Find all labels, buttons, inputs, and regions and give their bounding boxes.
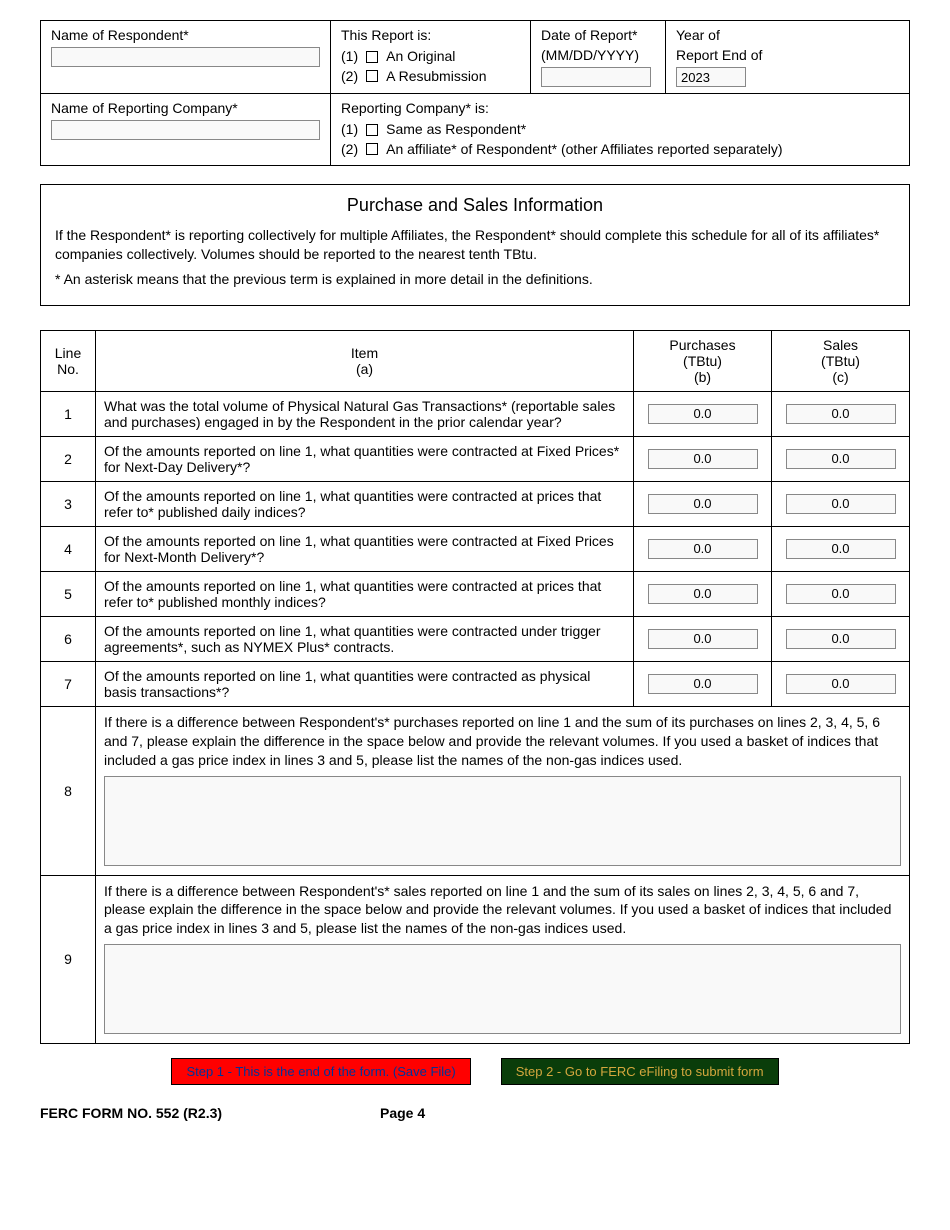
report-opt2-label: A Resubmission <box>386 67 486 87</box>
sales-input[interactable] <box>786 629 896 649</box>
section-para1: If the Respondent* is reporting collecti… <box>55 226 895 264</box>
report-original-checkbox[interactable] <box>366 51 378 63</box>
report-opt1-label: An Original <box>386 47 455 67</box>
section-para2: * An asterisk means that the previous te… <box>55 270 895 289</box>
title-section: Purchase and Sales Information If the Re… <box>40 184 910 306</box>
table-row: 1What was the total volume of Physical N… <box>41 391 910 436</box>
line-no: 8 <box>41 706 96 875</box>
company-opt1-label: Same as Respondent* <box>386 120 526 140</box>
report-opt1-prefix: (1) <box>341 47 358 67</box>
row9-text: If there is a difference between Respond… <box>104 882 901 939</box>
header-box: Name of Respondent* This Report is: (1) … <box>40 20 910 166</box>
date-label: Date of Report* <box>541 27 655 43</box>
line-no: 9 <box>41 875 96 1044</box>
item-text: Of the amounts reported on line 1, what … <box>96 661 634 706</box>
company-opt2-prefix: (2) <box>341 140 358 160</box>
purchases-input[interactable] <box>648 404 758 424</box>
sales-input[interactable] <box>786 674 896 694</box>
purchases-input[interactable] <box>648 539 758 559</box>
company-is-label: Reporting Company* is: <box>341 100 899 116</box>
date-sub: (MM/DD/YYYY) <box>541 47 655 63</box>
th-purchases: Purchases (TBtu) (b) <box>634 330 772 391</box>
item-text: Of the amounts reported on line 1, what … <box>96 526 634 571</box>
table-row: 3Of the amounts reported on line 1, what… <box>41 481 910 526</box>
table-row: 5Of the amounts reported on line 1, what… <box>41 571 910 616</box>
table-row: 4Of the amounts reported on line 1, what… <box>41 526 910 571</box>
row8-textarea[interactable] <box>104 776 901 866</box>
respondent-label: Name of Respondent* <box>51 27 320 43</box>
table-row: 9If there is a difference between Respon… <box>41 875 910 1044</box>
sales-input[interactable] <box>786 539 896 559</box>
line-no: 2 <box>41 436 96 481</box>
table-row: 7Of the amounts reported on line 1, what… <box>41 661 910 706</box>
company-input[interactable] <box>51 120 320 140</box>
year-sub: Report End of <box>676 47 899 63</box>
company-same-checkbox[interactable] <box>366 124 378 136</box>
form-number: FERC FORM NO. 552 (R2.3) <box>40 1105 380 1121</box>
table-row: 8If there is a difference between Respon… <box>41 706 910 875</box>
item-text: Of the amounts reported on line 1, what … <box>96 571 634 616</box>
step1-save-button[interactable]: Step 1 - This is the end of the form. (S… <box>171 1058 470 1085</box>
row9-textarea[interactable] <box>104 944 901 1034</box>
sales-input[interactable] <box>786 449 896 469</box>
item-text: Of the amounts reported on line 1, what … <box>96 616 634 661</box>
line-no: 5 <box>41 571 96 616</box>
section-heading: Purchase and Sales Information <box>55 195 895 216</box>
table-row: 6Of the amounts reported on line 1, what… <box>41 616 910 661</box>
button-row: Step 1 - This is the end of the form. (S… <box>40 1058 910 1085</box>
sales-input[interactable] <box>786 584 896 604</box>
item-text: Of the amounts reported on line 1, what … <box>96 436 634 481</box>
page-number: Page 4 <box>380 1105 425 1121</box>
purchases-input[interactable] <box>648 629 758 649</box>
step2-efiling-button[interactable]: Step 2 - Go to FERC eFiling to submit fo… <box>501 1058 779 1085</box>
item-text: What was the total volume of Physical Na… <box>96 391 634 436</box>
footer: FERC FORM NO. 552 (R2.3) Page 4 <box>40 1105 910 1121</box>
th-line: Line No. <box>41 330 96 391</box>
date-input[interactable] <box>541 67 651 87</box>
item-text: Of the amounts reported on line 1, what … <box>96 481 634 526</box>
year-input[interactable] <box>676 67 746 87</box>
purchases-input[interactable] <box>648 449 758 469</box>
report-opt2-prefix: (2) <box>341 67 358 87</box>
line-no: 7 <box>41 661 96 706</box>
purchases-input[interactable] <box>648 584 758 604</box>
respondent-input[interactable] <box>51 47 320 67</box>
year-label: Year of <box>676 27 899 43</box>
line-no: 3 <box>41 481 96 526</box>
report-is-label: This Report is: <box>341 27 520 43</box>
company-opt2-label: An affiliate* of Respondent* (other Affi… <box>386 140 782 160</box>
line-no: 4 <box>41 526 96 571</box>
line-no: 6 <box>41 616 96 661</box>
sales-input[interactable] <box>786 494 896 514</box>
row8-text: If there is a difference between Respond… <box>104 713 901 770</box>
table-row: 2Of the amounts reported on line 1, what… <box>41 436 910 481</box>
company-affiliate-checkbox[interactable] <box>366 143 378 155</box>
line-no: 1 <box>41 391 96 436</box>
company-label: Name of Reporting Company* <box>51 100 320 116</box>
report-resubmission-checkbox[interactable] <box>366 70 378 82</box>
th-sales: Sales (TBtu) (c) <box>772 330 910 391</box>
purchases-input[interactable] <box>648 674 758 694</box>
purchase-sales-table: Line No. Item (a) Purchases (TBtu) (b) S… <box>40 330 910 1044</box>
sales-input[interactable] <box>786 404 896 424</box>
th-item: Item (a) <box>96 330 634 391</box>
purchases-input[interactable] <box>648 494 758 514</box>
company-opt1-prefix: (1) <box>341 120 358 140</box>
